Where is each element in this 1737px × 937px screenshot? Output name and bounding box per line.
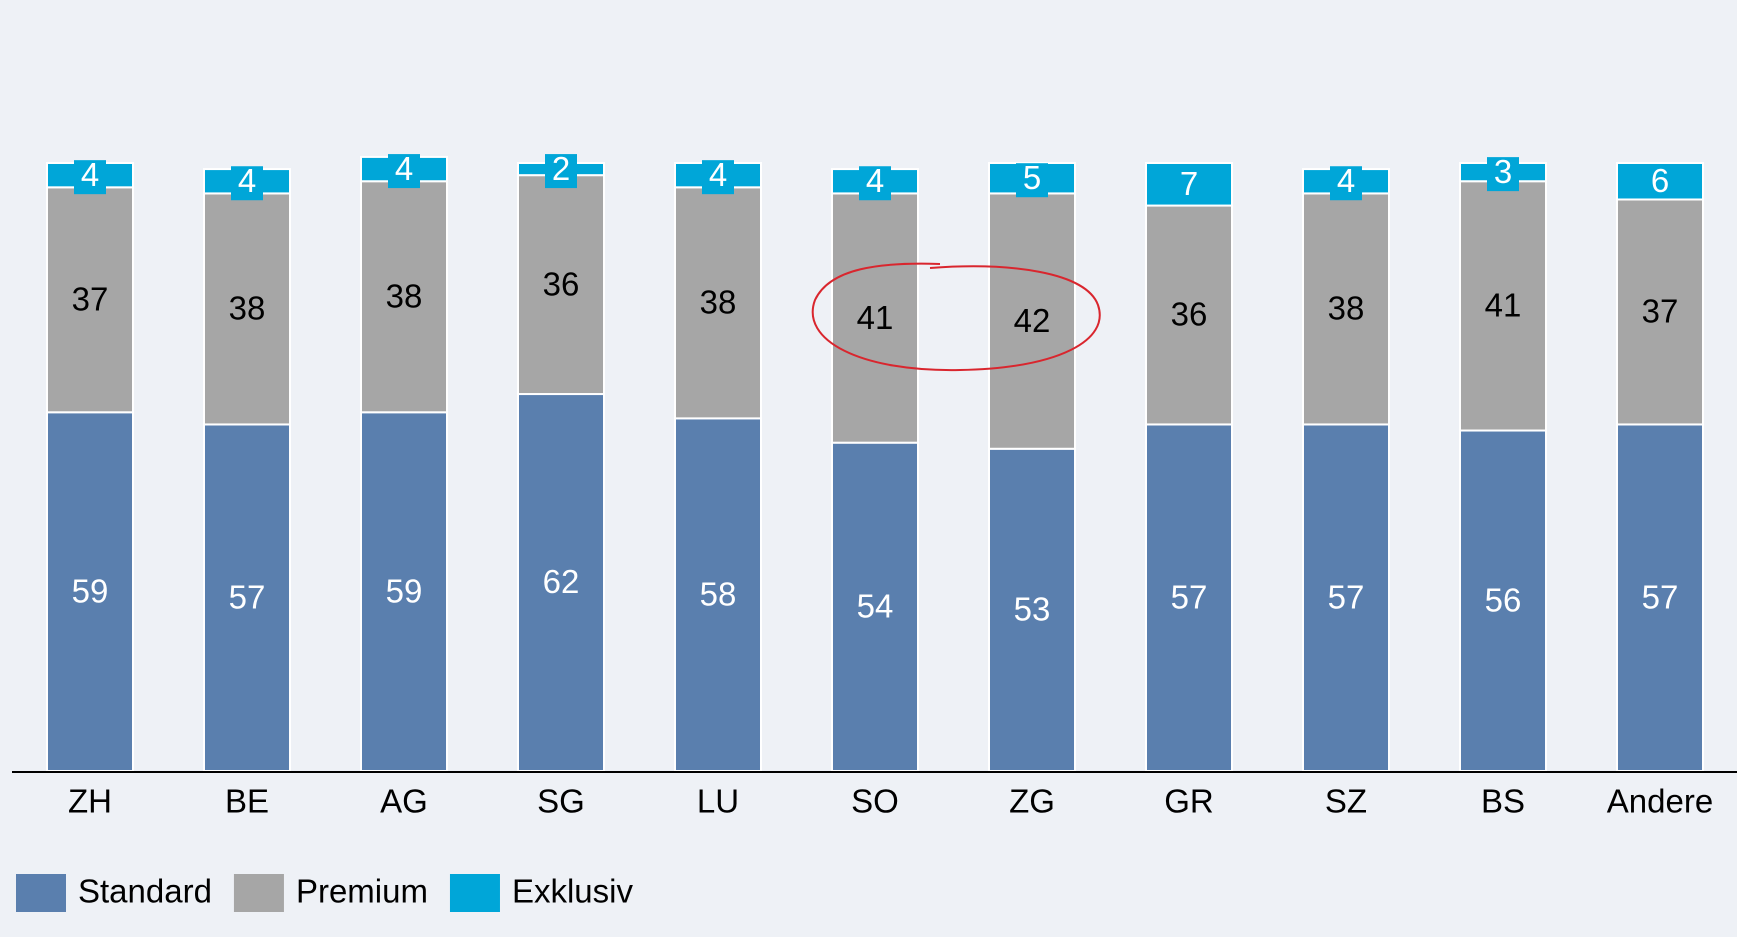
bar-segment [988, 192, 1076, 450]
bar-segment [1616, 423, 1704, 772]
x-tick-label: SO [851, 783, 899, 820]
bar-segment [46, 186, 134, 414]
bar-segment [1616, 162, 1704, 201]
data-label: 36 [1171, 296, 1208, 333]
bar-segment [46, 411, 134, 772]
data-label: 4 [866, 162, 884, 199]
label-box [1016, 163, 1048, 198]
data-label: 42 [1014, 302, 1051, 339]
annotation-circle [811, 262, 1101, 372]
x-tick-label: BS [1481, 783, 1525, 820]
bar-segment [674, 417, 762, 772]
x-tick-label: SG [537, 783, 585, 820]
data-label: 58 [700, 575, 737, 612]
data-label: 36 [543, 265, 580, 302]
data-label: 4 [1337, 162, 1355, 199]
label-box [74, 160, 106, 195]
data-label: 37 [72, 281, 109, 318]
data-label: 41 [1485, 287, 1522, 324]
bar-segment [1302, 423, 1390, 772]
bar-segment [517, 174, 605, 396]
data-label: 38 [386, 277, 423, 314]
data-label: 4 [395, 150, 413, 187]
bar-segment [831, 441, 919, 772]
data-label: 56 [1485, 581, 1522, 618]
bar-segment [1616, 198, 1704, 426]
data-label: 4 [238, 162, 256, 199]
legend-swatch [449, 874, 500, 912]
data-label: 4 [81, 156, 99, 193]
label-box [388, 154, 420, 189]
plot-area: 5937457384593846236258384544145342557367… [46, 150, 1704, 772]
legend-swatch [16, 874, 66, 912]
legend-label: Premium [296, 873, 428, 910]
legend-label: Standard [78, 873, 212, 910]
data-label: 57 [229, 578, 266, 615]
data-label: 5 [1023, 159, 1041, 196]
x-tick-label: LU [697, 783, 739, 820]
data-label: 57 [1171, 578, 1208, 615]
data-label: 4 [709, 156, 727, 193]
legend-swatch [233, 874, 284, 912]
bar-segment [360, 180, 448, 414]
data-label: 59 [72, 572, 109, 609]
data-label: 41 [857, 299, 894, 336]
x-tick-label: ZH [68, 783, 112, 820]
data-label: 37 [1642, 293, 1679, 330]
label-box [702, 160, 734, 195]
bar-segment [674, 186, 762, 420]
data-label: 3 [1494, 153, 1512, 190]
data-label: 53 [1014, 591, 1051, 628]
data-label: 2 [552, 150, 570, 187]
x-tick-label: Andere [1607, 783, 1713, 820]
x-tick-label: AG [380, 783, 428, 820]
data-label: 38 [700, 284, 737, 321]
data-label: 54 [857, 588, 894, 625]
data-label: 38 [229, 290, 266, 327]
x-tick-label: GR [1164, 783, 1214, 820]
data-label: 7 [1180, 165, 1198, 202]
bar-segment [1459, 180, 1547, 432]
x-tick-label: BE [225, 783, 269, 820]
bar-segment [1459, 429, 1547, 772]
data-label: 62 [543, 563, 580, 600]
data-label: 38 [1328, 290, 1365, 327]
x-tick-label: ZG [1009, 783, 1055, 820]
bar-segment [517, 393, 605, 772]
label-box [545, 154, 577, 189]
data-label: 57 [1642, 578, 1679, 615]
data-label: 6 [1651, 162, 1669, 199]
bar-segment [1145, 162, 1233, 207]
data-label: 57 [1328, 578, 1365, 615]
bar-segment [1145, 204, 1233, 426]
bar-segment [1302, 192, 1390, 426]
label-box [231, 166, 263, 201]
data-label: 59 [386, 572, 423, 609]
label-box [1330, 166, 1362, 201]
label-box [859, 166, 891, 201]
x-tick-label: SZ [1325, 783, 1367, 820]
label-box [1487, 157, 1519, 192]
bar-segment [360, 411, 448, 772]
bar-segment [831, 192, 919, 444]
legend-label: Exklusiv [512, 873, 634, 910]
bar-segment [1145, 423, 1233, 772]
